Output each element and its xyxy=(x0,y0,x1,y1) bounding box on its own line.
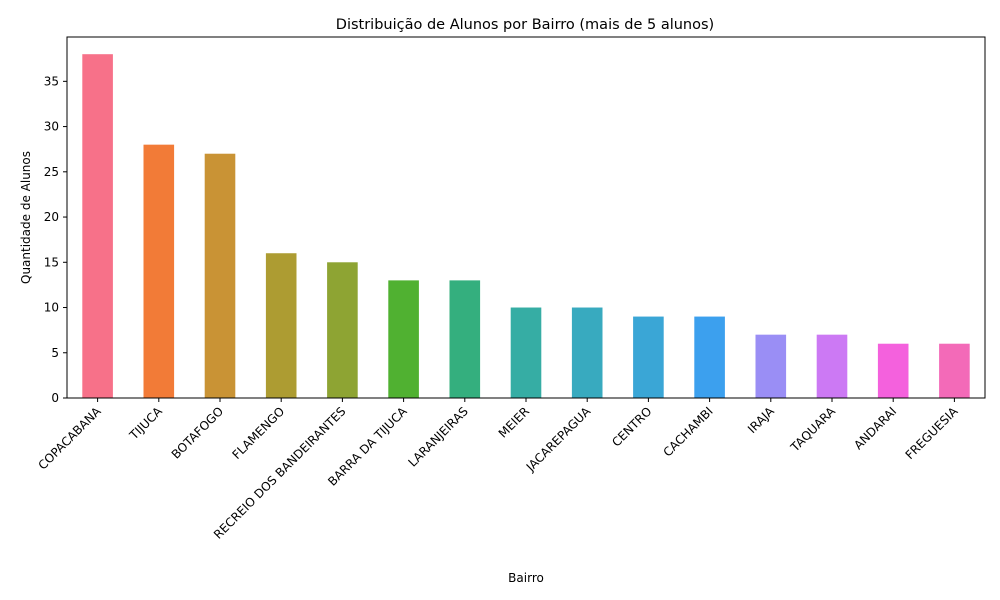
y-tick-label: 0 xyxy=(51,391,59,405)
x-tick-label: ANDARAI xyxy=(851,404,899,452)
x-axis: COPACABANA TIJUCA BOTAFOGO FLAMENGORECREIO … xyxy=(35,398,961,542)
plot-area-frame xyxy=(66,36,986,399)
bar-cachambi xyxy=(694,316,725,398)
x-tick-label: LARANJEIRAS xyxy=(405,404,470,469)
bars-group xyxy=(82,54,970,398)
bar-andarai xyxy=(877,343,909,398)
bar-laranjeiras xyxy=(449,280,481,398)
x-tick-label: TAQUARA xyxy=(787,404,838,455)
y-tick-label: 15 xyxy=(44,255,59,269)
x-tick-label: BOTAFOGO xyxy=(169,404,226,461)
x-tick-label: IRAJA xyxy=(745,404,777,436)
y-axis-label: Quantidade de Alunos xyxy=(19,151,33,284)
x-axis-label: Bairro xyxy=(508,571,544,585)
bar-centro xyxy=(633,316,664,398)
y-tick-label: 25 xyxy=(44,165,59,179)
bar-flamengo xyxy=(265,253,297,398)
bar-jacarepagua xyxy=(571,307,603,398)
x-tick-label: JACAREPAGUA xyxy=(523,404,594,475)
bar-iraja xyxy=(755,334,787,398)
x-tick-label: CENTRO xyxy=(609,404,654,449)
x-tick-label: CACHAMBI xyxy=(660,404,715,459)
x-tick-label: COPACABANA xyxy=(35,404,104,473)
y-axis: 0 5 10 15 20 25 30 35 xyxy=(44,74,67,405)
bar-tijuca xyxy=(143,144,175,398)
y-tick-label: 10 xyxy=(44,301,59,315)
x-tick-label: FREGUESIA xyxy=(903,404,961,462)
bar-copacabana xyxy=(82,54,113,398)
y-tick-label: 30 xyxy=(44,120,59,134)
y-tick-label: 20 xyxy=(44,210,59,224)
y-tick-label: 35 xyxy=(44,74,59,88)
bar-recreio-dos-bandeirantes xyxy=(327,262,358,398)
bar-taquara xyxy=(816,334,848,398)
bar-meier xyxy=(510,307,542,398)
y-tick-label: 5 xyxy=(51,346,59,360)
bar-botafogo xyxy=(204,153,236,398)
x-tick-label: TIJUCA xyxy=(126,404,165,443)
x-tick-label: FLAMENGO xyxy=(230,404,288,462)
bar-barra-da-tijuca xyxy=(388,280,419,398)
bar-freguesia xyxy=(939,343,970,398)
chart-title: Distribuição de Alunos por Bairro (mais … xyxy=(336,17,714,33)
x-tick-label: MEIER xyxy=(496,404,532,440)
x-tick-label: RECREIO DOS BANDEIRANTES xyxy=(211,404,349,542)
